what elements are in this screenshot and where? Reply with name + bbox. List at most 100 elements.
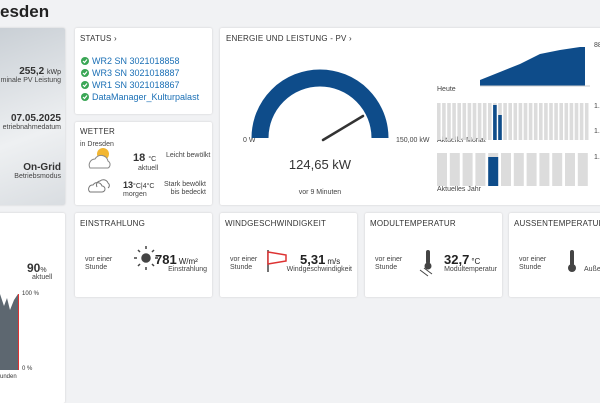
metric-value: 781 W/m² — [155, 252, 198, 267]
thermometer-icon — [568, 250, 576, 272]
metric-label: Auße — [584, 266, 600, 273]
tomorrow-max: 13 — [123, 180, 134, 190]
power-value: 255,2 — [19, 66, 45, 77]
share-number: 90 — [27, 261, 41, 275]
metric-value: 32,7 °C — [444, 252, 480, 267]
weather-location: in Dresden — [80, 141, 114, 148]
mini-bar — [452, 103, 456, 140]
tick — [82, 71, 88, 76]
gauge-arc — [251, 69, 389, 139]
mini-bar — [564, 103, 569, 140]
energy-time: vor 9 Minuten — [298, 189, 342, 196]
metric-title: MODULTEMPERATUR — [370, 219, 456, 228]
right-label: 88 — [594, 42, 600, 49]
month-label: Aktueller Monat — [437, 137, 486, 144]
tomorrow-sep: °C|4 — [133, 183, 147, 190]
status-item[interactable]: WR3 SN 3021018887 — [92, 68, 180, 78]
right-label: 1. — [594, 103, 600, 110]
metric-when: Stunde — [519, 264, 542, 271]
mini-bar — [475, 153, 486, 186]
metric-card — [509, 213, 600, 297]
year-label: Aktuelles Jahr — [437, 186, 481, 193]
mini-bar — [539, 103, 543, 140]
metric-when: Stunde — [85, 264, 108, 271]
mini-bar — [579, 103, 584, 140]
plant-card — [0, 28, 65, 205]
mini-bars — [437, 103, 589, 186]
status-item[interactable]: DataManager_Kulturpalast — [92, 92, 200, 102]
share-area — [0, 294, 18, 370]
now-temp: 18 °C — [133, 152, 156, 164]
mini-bar — [449, 153, 460, 186]
cloud-icon — [88, 179, 110, 193]
mini-bar — [467, 103, 472, 140]
mini-bar — [447, 103, 451, 140]
mini-bar — [501, 153, 511, 186]
now-label: aktuell — [138, 165, 159, 172]
right-label: 1. — [594, 128, 600, 135]
mode-label: Betriebsmodus — [14, 173, 61, 180]
page-title: esden — [0, 2, 50, 21]
share-value: 90% — [27, 261, 47, 275]
power-label: minale PV Leistung — [0, 77, 61, 84]
mini-bar — [482, 103, 487, 140]
plant-mode: On-Grid — [23, 162, 61, 173]
today-label: Heute — [437, 86, 456, 93]
status-checks — [81, 57, 89, 101]
mini-bar — [523, 103, 528, 140]
windsock-icon — [267, 250, 287, 272]
mini-bar — [513, 103, 518, 140]
energy-value: 124,65 kW — [288, 157, 352, 172]
sun-cloud-icon — [88, 148, 111, 169]
tick — [82, 59, 88, 64]
mini-bar — [554, 103, 558, 140]
metric-when: vor einer — [519, 256, 547, 263]
tick — [82, 83, 88, 88]
status-title[interactable]: STATUS › — [80, 34, 117, 43]
weather-title: WETTER — [80, 127, 115, 136]
today-area — [480, 47, 585, 86]
now-temp-value: 18 — [133, 152, 146, 164]
mini-bar — [477, 103, 482, 140]
status-item[interactable]: WR1 SN 3021018867 — [92, 80, 180, 90]
mini-bar — [544, 103, 548, 140]
x-label: unden — [0, 374, 17, 380]
now-desc: Leicht bewölkt — [166, 152, 211, 159]
tomorrow-temp: 13°C|4°C — [123, 180, 154, 190]
energy-title[interactable]: ENERGIE UND LEISTUNG - PV › — [226, 34, 352, 43]
axis-top: 100 % — [22, 291, 40, 297]
plant-date: 07.05.2025 — [10, 113, 61, 124]
mini-bar — [488, 157, 499, 186]
tomorrow-desc-1: Stark bewölkt — [163, 181, 206, 188]
mini-bar — [518, 103, 523, 140]
gauge-needle — [321, 114, 365, 142]
date-label: etriebnahmedatum — [2, 124, 61, 131]
power-unit: kWp — [47, 69, 61, 76]
mini-bar — [508, 103, 512, 140]
mini-bar — [437, 153, 447, 186]
mini-bar — [437, 103, 441, 140]
tick — [82, 95, 88, 100]
mini-bar — [569, 103, 574, 140]
mini-bar — [559, 103, 563, 140]
value-unit: °C — [471, 257, 481, 266]
status-item[interactable]: WR2 SN 3021018858 — [92, 56, 180, 66]
mini-bar — [552, 153, 563, 186]
mini-bar — [513, 153, 524, 186]
mini-bar — [533, 103, 538, 140]
energy-title-text: ENERGIE UND LEISTUNG - PV — [226, 34, 347, 43]
mini-bar — [442, 103, 446, 140]
metric-label: Einstrahlung — [168, 266, 207, 273]
metric-when: Stunde — [375, 264, 398, 271]
share-label: aktuell — [32, 274, 53, 281]
gauge-min: 0 W — [243, 137, 256, 144]
status-title-text: STATUS — [80, 34, 112, 43]
metric-title: WINDGESCHWINDIGKEIT — [225, 219, 327, 228]
mini-bar — [574, 103, 579, 140]
status-card — [75, 28, 212, 114]
mini-bar — [498, 115, 502, 140]
check-marks — [82, 59, 88, 100]
mini-bar — [462, 153, 473, 186]
mini-bar — [577, 153, 588, 186]
now-temp-unit: °C — [148, 156, 157, 163]
